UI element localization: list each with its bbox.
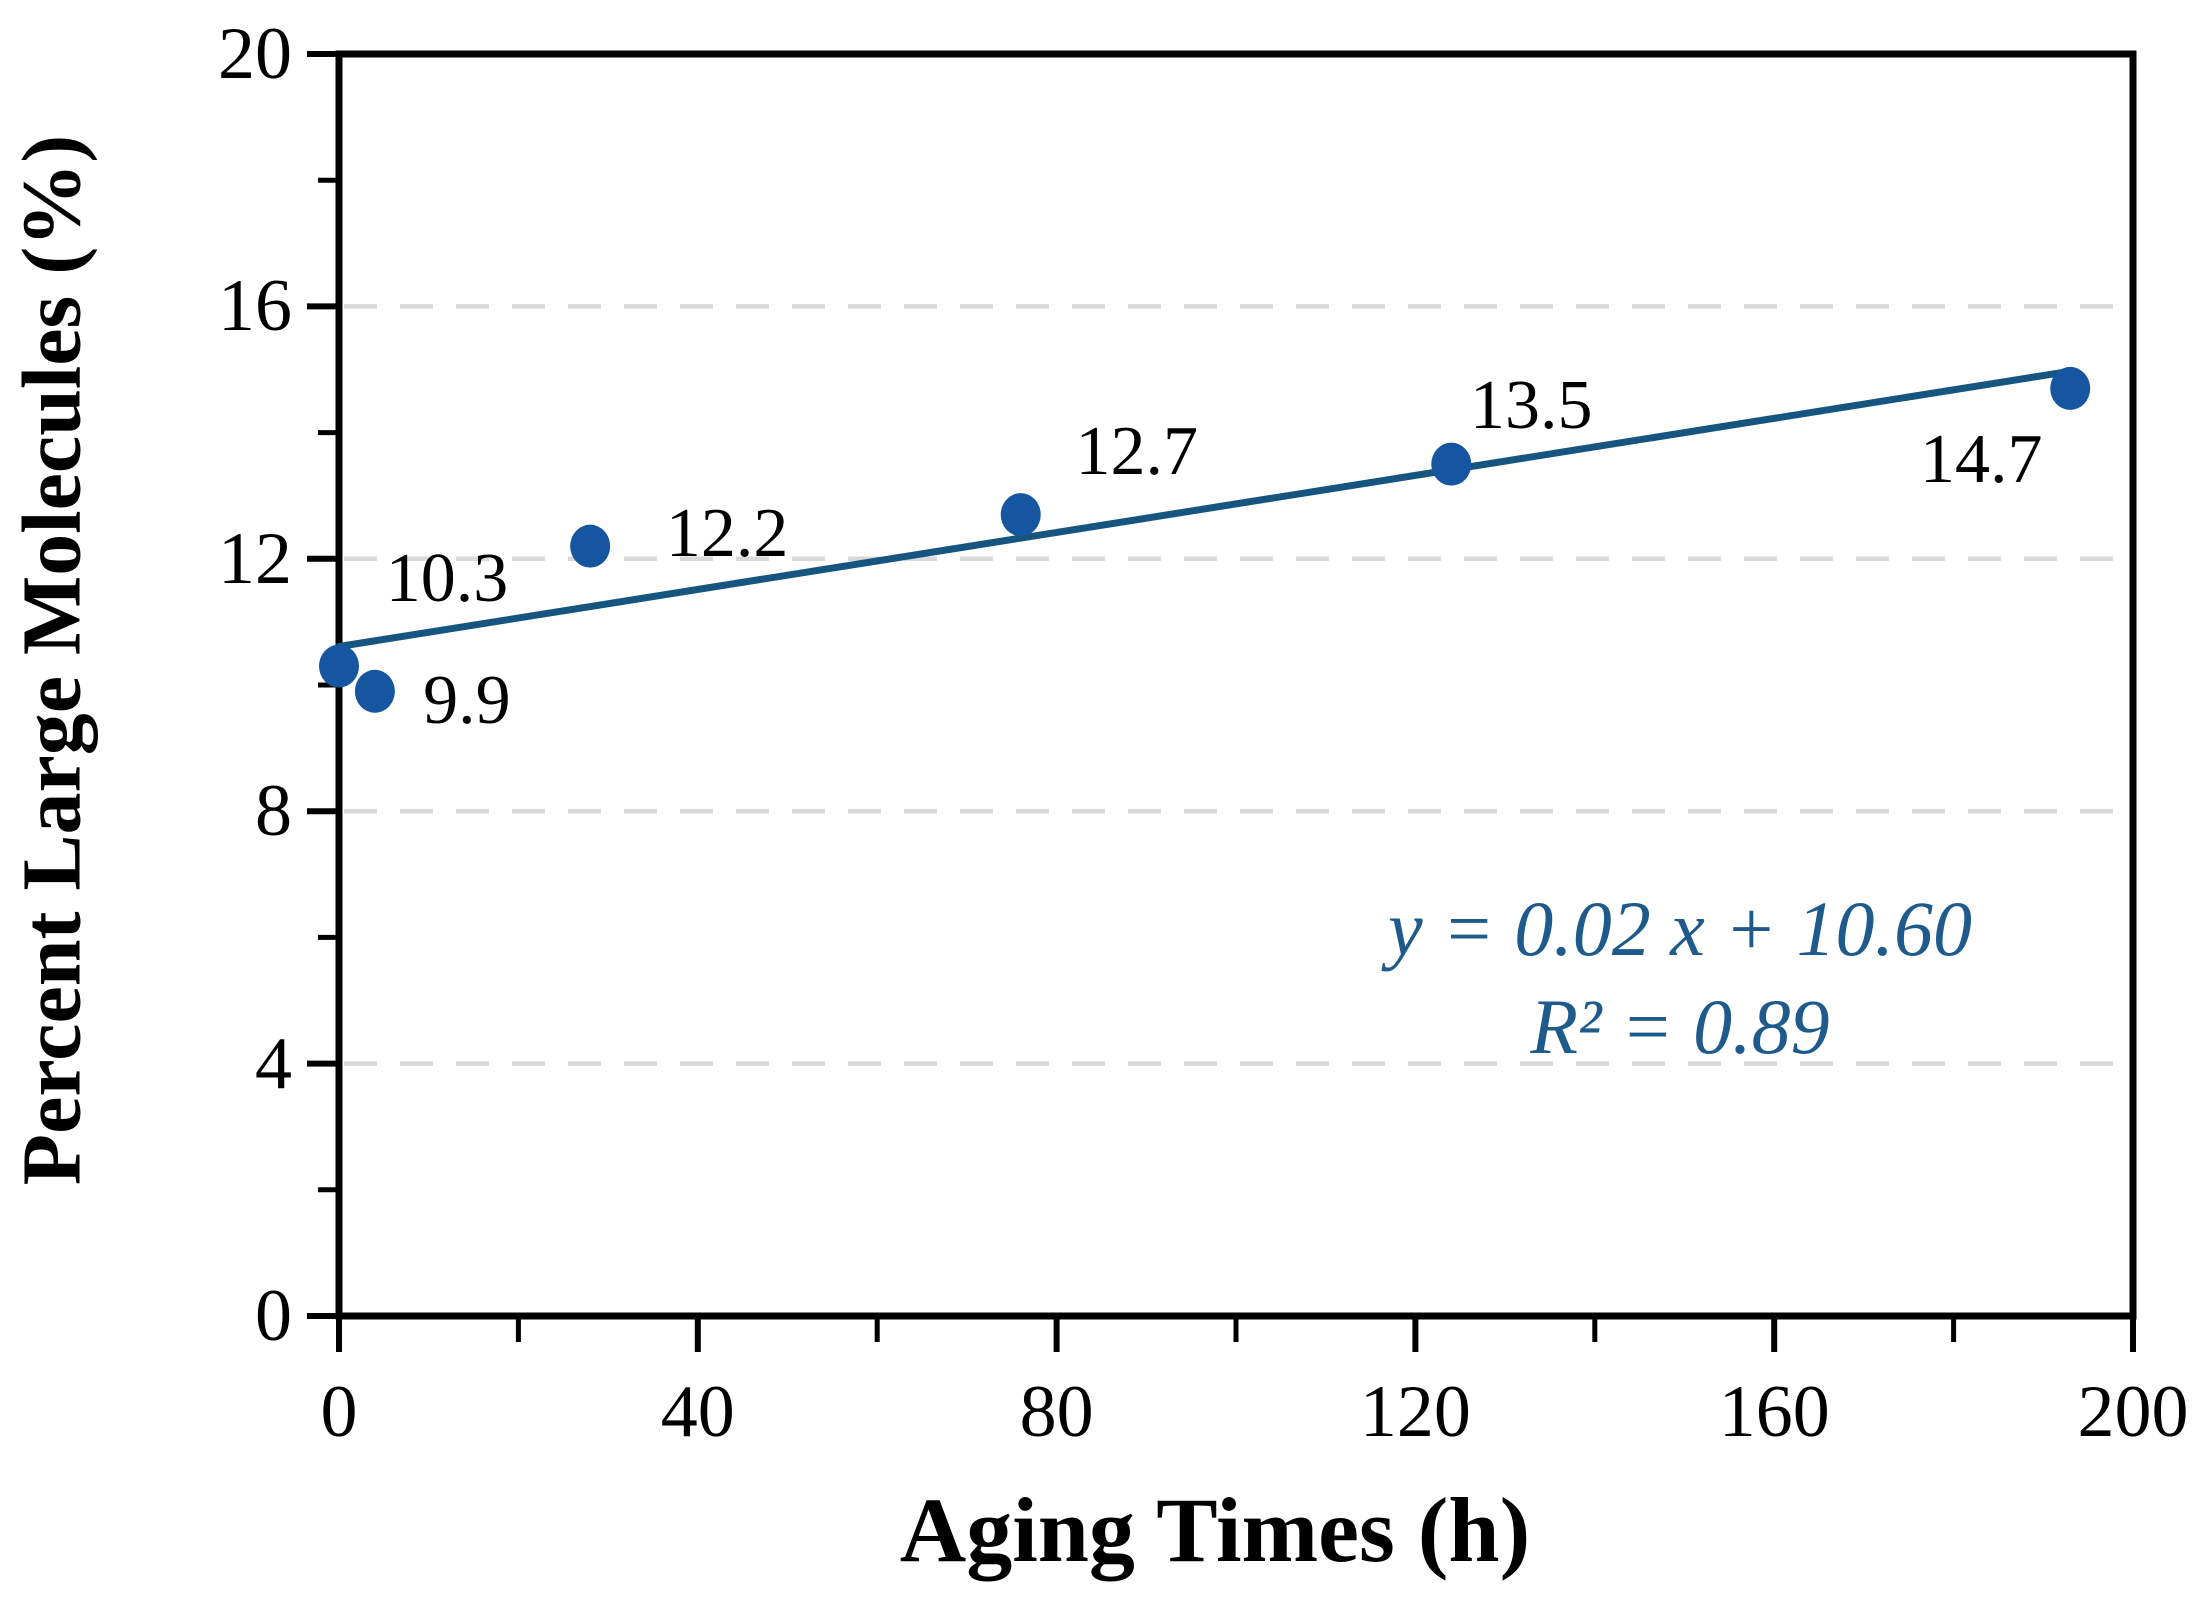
plot-border: [335, 50, 2137, 1320]
data-point-13.5: [1431, 442, 1472, 486]
data-point-10.3: [319, 644, 359, 688]
y-axis-title: Percent Large Molecules (%): [5, 134, 99, 1186]
trendline-equation: y = 0.02 x + 10.60 R² = 0.89: [1320, 880, 2040, 1076]
y-tick-label-4: 4: [255, 1022, 292, 1105]
trendline: [335, 367, 2074, 651]
y-tick-label-20: 20: [218, 13, 292, 95]
point-label-10.3: 10.3: [385, 540, 509, 618]
x-tick-label-120: 120: [1359, 1371, 1471, 1453]
point-label-14.7: 14.7: [1919, 421, 2043, 499]
data-point-12.2: [570, 524, 611, 568]
axes-and-ticks: [307, 50, 2137, 1352]
x-tick-label-0: 0: [320, 1371, 358, 1453]
trendline-equation-line1: y = 0.02 x + 10.60: [1387, 885, 1972, 972]
x-tick-label-200: 200: [2077, 1371, 2189, 1453]
x-tick-label-80: 80: [1019, 1371, 1094, 1453]
data-point-14.7: [2050, 366, 2091, 410]
x-tick-label-160: 160: [1718, 1371, 1830, 1453]
point-label-9.9: 9.9: [423, 662, 511, 740]
point-label-12.2: 12.2: [665, 495, 789, 573]
y-tick-label-0: 0: [255, 1275, 292, 1357]
x-axis-title: Aging Times (h): [899, 1479, 1531, 1581]
point-label-13.5: 13.5: [1470, 367, 1593, 445]
data-point-9.9: [354, 669, 395, 713]
gridlines: [344, 304, 2125, 1066]
data-point-12.7: [1000, 493, 1041, 537]
y-tick-label-8: 8: [255, 770, 292, 853]
trend-line: [335, 367, 2074, 651]
data-points: [319, 366, 2091, 713]
point-label-12.7: 12.7: [1075, 412, 1198, 490]
y-tick-label-12: 12: [218, 517, 292, 600]
trendline-equation-line2: R² = 0.89: [1530, 983, 1830, 1070]
x-tick-label-40: 40: [660, 1371, 735, 1453]
y-tick-label-16: 16: [218, 265, 292, 348]
